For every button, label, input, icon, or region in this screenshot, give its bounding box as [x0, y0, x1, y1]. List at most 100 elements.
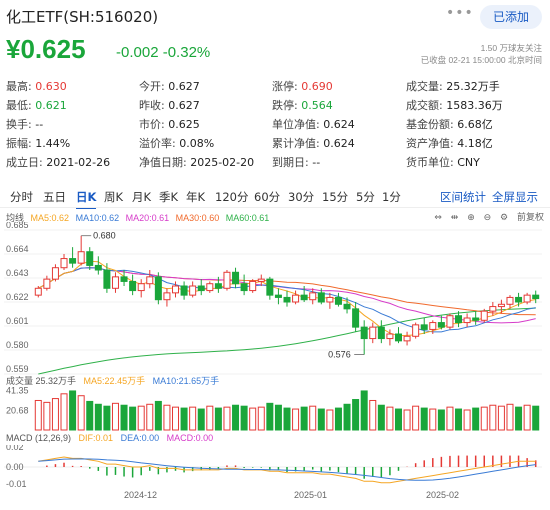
candle	[326, 292, 334, 309]
candle-body	[257, 278, 265, 282]
stat-turnover: 成交额: 1583.36万	[406, 99, 503, 112]
candle-body	[532, 294, 540, 300]
y-tick-label: 0.580	[6, 340, 29, 350]
candle	[352, 302, 360, 332]
tab-weekly-k[interactable]: 周K	[104, 190, 124, 204]
volume-bar	[292, 408, 300, 431]
candle	[523, 292, 531, 305]
volume-chart[interactable]: 41.35 20.68	[0, 386, 550, 432]
volume-bar	[455, 408, 463, 431]
candle-body	[292, 294, 300, 303]
tab-60min[interactable]: 60分	[254, 190, 281, 204]
volume-bar	[111, 402, 119, 431]
volume-bar	[446, 406, 454, 431]
candle	[369, 322, 377, 344]
candle	[214, 276, 222, 293]
candle-body	[446, 315, 454, 328]
stat-high: 最高: 0.630	[6, 80, 67, 93]
candle	[206, 281, 214, 293]
candle	[266, 276, 274, 300]
candle-body	[43, 278, 51, 289]
shrink-icon[interactable]: ⇹	[450, 213, 459, 223]
candle	[274, 288, 282, 305]
added-watchlist-button[interactable]: 已添加	[480, 5, 542, 29]
candle	[412, 322, 420, 339]
change-value: -0.002	[116, 44, 159, 61]
candle	[532, 290, 540, 304]
candle	[111, 272, 119, 293]
y-tick-label: 0.643	[6, 268, 29, 278]
volume-bar	[43, 401, 51, 431]
candle-body	[34, 287, 42, 296]
zoom-in-icon[interactable]: ⊕	[467, 213, 475, 223]
candle	[394, 327, 402, 344]
tab-intraday[interactable]: 分时	[10, 190, 33, 204]
volume-bar	[352, 399, 360, 431]
volume-bar	[197, 408, 205, 431]
volume-bar	[403, 409, 411, 431]
tab-15min[interactable]: 15分	[322, 190, 349, 204]
candle	[497, 299, 505, 314]
candle	[300, 286, 308, 302]
candle	[51, 264, 59, 282]
candle-body	[120, 276, 128, 282]
chart-tools: ⇔ ⇹ ⊕ ⊖ ⚙ 前复权	[428, 210, 544, 223]
tab-120min[interactable]: 120分	[215, 190, 249, 204]
y-tick-label: 0.601	[6, 316, 29, 326]
dif-line	[38, 456, 536, 484]
candle-body	[266, 278, 274, 296]
volume-ma5-label: MA5:22.45万手	[83, 376, 146, 386]
candle-body	[309, 292, 317, 301]
volume-bar	[429, 408, 437, 431]
tabs-divider	[0, 207, 550, 208]
candle	[120, 270, 128, 286]
candle	[154, 272, 162, 305]
settings-icon[interactable]: ⚙	[500, 213, 509, 223]
tab-daily-k[interactable]: 日K	[76, 190, 97, 209]
tab-30min[interactable]: 30分	[288, 190, 315, 204]
candle-body	[455, 315, 463, 324]
tab-monthly-k[interactable]: 月K	[132, 190, 152, 204]
candle	[334, 292, 342, 307]
tab-yearly-k[interactable]: 年K	[186, 190, 206, 204]
volume-bar	[94, 403, 102, 431]
candle-body	[300, 294, 308, 301]
tab-5min[interactable]: 5分	[356, 190, 375, 204]
candle	[463, 313, 471, 328]
candle	[489, 302, 497, 316]
volume-bar	[69, 390, 77, 431]
volume-bar	[523, 404, 531, 431]
candle-body	[77, 251, 85, 264]
adjust-label[interactable]: 前复权	[516, 213, 544, 223]
macd-chart[interactable]: 0.02 0.00 -0.01	[0, 445, 550, 489]
candle	[257, 274, 265, 286]
candle-body	[206, 283, 214, 292]
candle	[103, 263, 111, 293]
volume-bar	[515, 406, 523, 431]
candlestick-chart[interactable]: 0.685 0.664 0.643 0.622 0.601 0.580 0.559 0.680…	[0, 222, 550, 382]
volume-ma10-label: MA10:21.65万手	[152, 376, 220, 386]
volume-bar	[369, 399, 377, 431]
volume-bar	[506, 403, 514, 431]
volume-bar	[180, 407, 188, 431]
candle	[180, 281, 188, 300]
expand-icon[interactable]: ⇔	[434, 213, 442, 223]
tab-five-day[interactable]: 五日	[43, 190, 66, 204]
candle-body	[274, 294, 282, 298]
tab-quarterly-k[interactable]: 季K	[159, 190, 179, 204]
candle-body	[472, 317, 480, 321]
stat-amplitude: 振幅: 1.44%	[6, 137, 71, 150]
fullscreen-button[interactable]: 全屏显示	[492, 190, 538, 204]
tab-1min[interactable]: 1分	[382, 190, 401, 204]
candle-body	[463, 317, 471, 324]
zoom-out-icon[interactable]: ⊖	[483, 213, 492, 223]
candle	[403, 331, 411, 346]
volume-bar	[343, 403, 351, 431]
candle-body	[111, 276, 119, 289]
more-options-icon[interactable]: •••	[446, 5, 474, 21]
range-stats-button[interactable]: 区间统计	[440, 190, 486, 204]
candle-body	[360, 326, 368, 340]
candle	[249, 279, 257, 293]
y-tick-label: 0.622	[6, 292, 29, 302]
ma60-line	[38, 307, 536, 375]
